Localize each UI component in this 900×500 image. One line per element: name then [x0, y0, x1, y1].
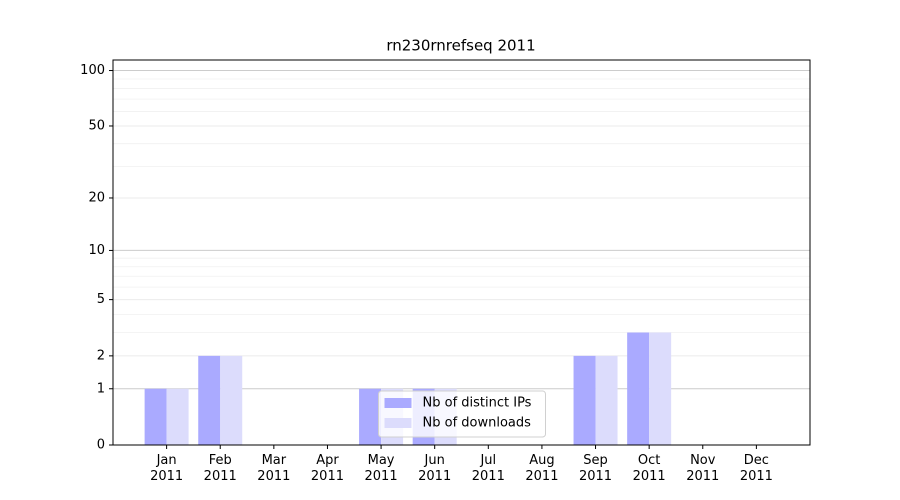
x-tick-label: Dec 2011: [739, 453, 773, 484]
legend: Nb of distinct IPs Nb of downloads: [378, 390, 546, 438]
x-tick-label: Jul 2011: [471, 453, 505, 484]
y-tick-label: 10: [88, 243, 105, 258]
bar: [198, 355, 221, 445]
legend-swatch: [384, 418, 412, 428]
y-tick-label: 5: [97, 292, 105, 307]
chart-title: rn230rnrefseq 2011: [386, 37, 535, 55]
bar: [144, 388, 167, 445]
bar: [649, 332, 672, 445]
y-tick-label: 50: [88, 118, 105, 133]
y-tick-label: 1: [97, 381, 105, 396]
y-tick-label: 100: [80, 63, 105, 78]
bar: [627, 332, 650, 445]
x-tick-label: Apr 2011: [310, 453, 344, 484]
legend-label: Nb of distinct IPs: [423, 396, 532, 411]
x-tick-label: Jan 2011: [150, 453, 184, 484]
bar: [359, 388, 382, 445]
y-tick-label: 20: [88, 190, 105, 205]
plot-frame: [112, 59, 811, 446]
y-tick-label: 0: [97, 438, 105, 453]
legend-box: [378, 390, 546, 438]
legend-swatch: [384, 398, 412, 408]
x-tick-label: Nov 2011: [686, 453, 720, 484]
bar: [573, 355, 596, 445]
bar: [595, 355, 618, 445]
legend-label: Nb of downloads: [423, 416, 532, 431]
x-tick-label: Sep 2011: [578, 453, 613, 484]
x-tick-label: Feb 2011: [203, 453, 237, 484]
x-tick-label: Oct 2011: [632, 453, 666, 484]
y-tick-label: 2: [97, 348, 105, 363]
bar: [220, 355, 243, 445]
x-tick-label: May 2011: [364, 453, 398, 484]
x-tick-label: Mar 2011: [257, 453, 291, 484]
x-tick-label: Jun 2011: [418, 453, 452, 484]
x-tick-label: Aug 2011: [525, 453, 559, 484]
bar: [166, 388, 189, 445]
